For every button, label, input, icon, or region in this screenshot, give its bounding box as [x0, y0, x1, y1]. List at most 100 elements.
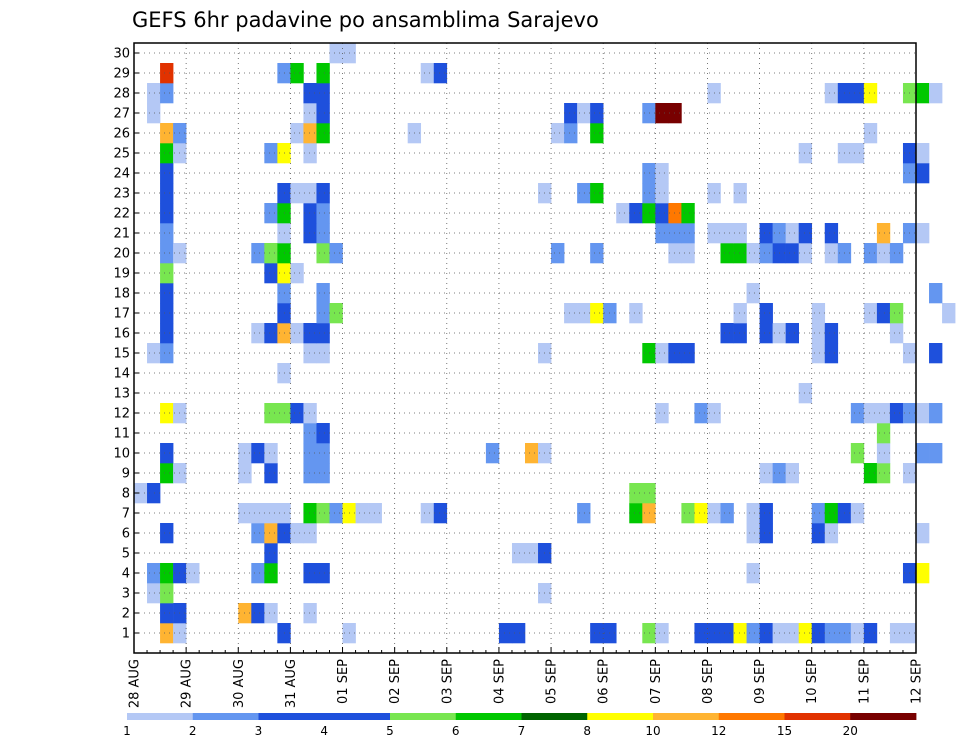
heatmap-cell [759, 223, 773, 244]
heatmap-cell [303, 603, 317, 624]
heatmap-cell [264, 443, 278, 464]
y-tick-label: 19 [113, 267, 130, 282]
heatmap-cell [590, 623, 604, 644]
heatmap-cell [720, 243, 734, 264]
heatmap-cell [303, 203, 317, 224]
colorbar-label: 10 [645, 724, 660, 738]
y-tick-label: 26 [113, 127, 130, 142]
heatmap-cell [160, 123, 174, 144]
colorbar-label: 4 [320, 724, 328, 738]
heatmap-cell [303, 523, 317, 544]
heatmap-cell [303, 223, 317, 244]
heatmap-cell [681, 503, 695, 524]
colorbar-swatch [653, 713, 720, 720]
y-tick-label: 18 [113, 287, 130, 302]
heatmap-cell [746, 623, 760, 644]
y-axis-ticks: 1234567891011121314151617181920212223242… [113, 47, 139, 642]
heatmap-cell [160, 143, 174, 164]
x-tick-label: 04 SEP [492, 659, 507, 704]
heatmap-cell [160, 523, 174, 544]
y-tick-label: 11 [113, 427, 130, 442]
heatmap-cell [876, 303, 891, 324]
heatmap-cell [511, 623, 526, 644]
heatmap-cell [316, 463, 330, 484]
heatmap-cell [290, 323, 304, 344]
heatmap-cell [759, 463, 773, 484]
heatmap-cell [642, 343, 656, 364]
heatmap-cell [264, 543, 278, 564]
heatmap-cell [186, 563, 200, 584]
heatmap-cell [264, 563, 278, 584]
y-tick-label: 27 [113, 107, 130, 122]
heatmap-cell [303, 323, 317, 344]
heatmap-cell [303, 423, 317, 444]
heatmap-cell [850, 623, 865, 644]
heatmap-cells [134, 43, 956, 644]
colorbar-label: 2 [189, 724, 197, 738]
heatmap-cell [147, 563, 161, 584]
heatmap-cell [316, 83, 330, 104]
x-tick-label: 02 SEP [388, 659, 403, 704]
heatmap-cell [733, 243, 747, 264]
heatmap-cell [264, 403, 278, 424]
heatmap-cell [290, 403, 304, 424]
colorbar-label: 5 [386, 724, 394, 738]
colorbar-swatch [850, 713, 917, 720]
heatmap-cell [681, 343, 695, 364]
heatmap-cell [316, 563, 330, 584]
heatmap-cell [916, 143, 930, 164]
heatmap-cell [590, 103, 604, 124]
heatmap-cell [916, 163, 930, 184]
heatmap-cell [929, 403, 943, 424]
heatmap-cell [889, 323, 904, 344]
heatmap-cell [251, 443, 265, 464]
heatmap-cell [668, 243, 682, 264]
heatmap-cell [316, 63, 330, 84]
heatmap-cell [264, 143, 278, 164]
heatmap-cell [785, 463, 799, 484]
heatmap-cell [811, 503, 826, 524]
heatmap-cell [160, 283, 174, 304]
heatmap-cell [264, 503, 278, 524]
x-tick-label: 05 SEP [545, 659, 560, 704]
heatmap-cell [303, 123, 317, 144]
heatmap-cell [590, 303, 604, 324]
heatmap-cell [746, 523, 760, 544]
heatmap-cell [811, 343, 826, 364]
heatmap-cell [798, 623, 813, 644]
heatmap-cell [942, 303, 956, 324]
heatmap-cell [720, 223, 734, 244]
heatmap-cell [850, 143, 865, 164]
heatmap-cell [668, 223, 682, 244]
heatmap-cell [160, 343, 174, 364]
heatmap-cell [147, 103, 161, 124]
x-tick-label: 30 AUG [232, 659, 247, 708]
heatmap-cell [916, 403, 930, 424]
heatmap-cell [303, 103, 317, 124]
heatmap-cell [590, 183, 604, 204]
heatmap-cell [733, 623, 747, 644]
heatmap-cell [316, 103, 330, 124]
heatmap-cell [824, 323, 839, 344]
heatmap-cell [433, 63, 448, 84]
heatmap-cell [577, 503, 591, 524]
y-tick-label: 25 [113, 147, 130, 162]
y-tick-label: 17 [113, 307, 130, 322]
heatmap-cell [811, 323, 826, 344]
heatmap-cell [316, 283, 330, 304]
heatmap-cell [160, 443, 174, 464]
heatmap-cell [681, 223, 695, 244]
y-tick-label: 22 [113, 207, 130, 222]
heatmap-cell [863, 243, 878, 264]
heatmap-cell [746, 243, 760, 264]
heatmap-cell [577, 103, 591, 124]
heatmap-cell [668, 343, 682, 364]
heatmap-cell [876, 463, 891, 484]
heatmap-cell [785, 223, 799, 244]
y-tick-label: 8 [122, 487, 130, 502]
heatmap-cell [290, 523, 304, 544]
heatmap-cell [929, 443, 943, 464]
heatmap-cell [720, 623, 734, 644]
y-tick-label: 30 [113, 47, 130, 62]
